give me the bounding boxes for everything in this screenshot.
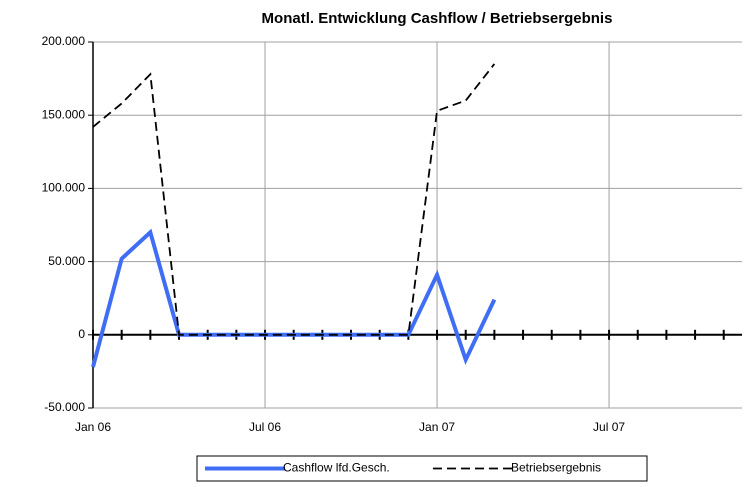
chart-title: Monatl. Entwicklung Cashflow / Betriebse… [262, 10, 613, 27]
series-line [92, 63, 496, 336]
y-tick-label: -50.000 [44, 400, 85, 414]
y-tick-label: 200.000 [42, 34, 86, 48]
x-tick-label: Jul 06 [249, 420, 281, 434]
x-tick-label: Jan 06 [75, 420, 111, 434]
y-tick-label: 100.000 [42, 181, 86, 195]
y-tick-label: 50.000 [48, 254, 85, 268]
legend-label: Betriebsergebnis [511, 461, 601, 475]
y-tick-label: 0 [78, 327, 85, 341]
x-tick-label: Jul 07 [593, 420, 625, 434]
series-line [91, 228, 497, 368]
legend-label: Cashflow lfd.Gesch. [283, 461, 390, 475]
x-tick-label: Jan 07 [419, 420, 455, 434]
y-tick-label: 150.000 [42, 107, 86, 121]
